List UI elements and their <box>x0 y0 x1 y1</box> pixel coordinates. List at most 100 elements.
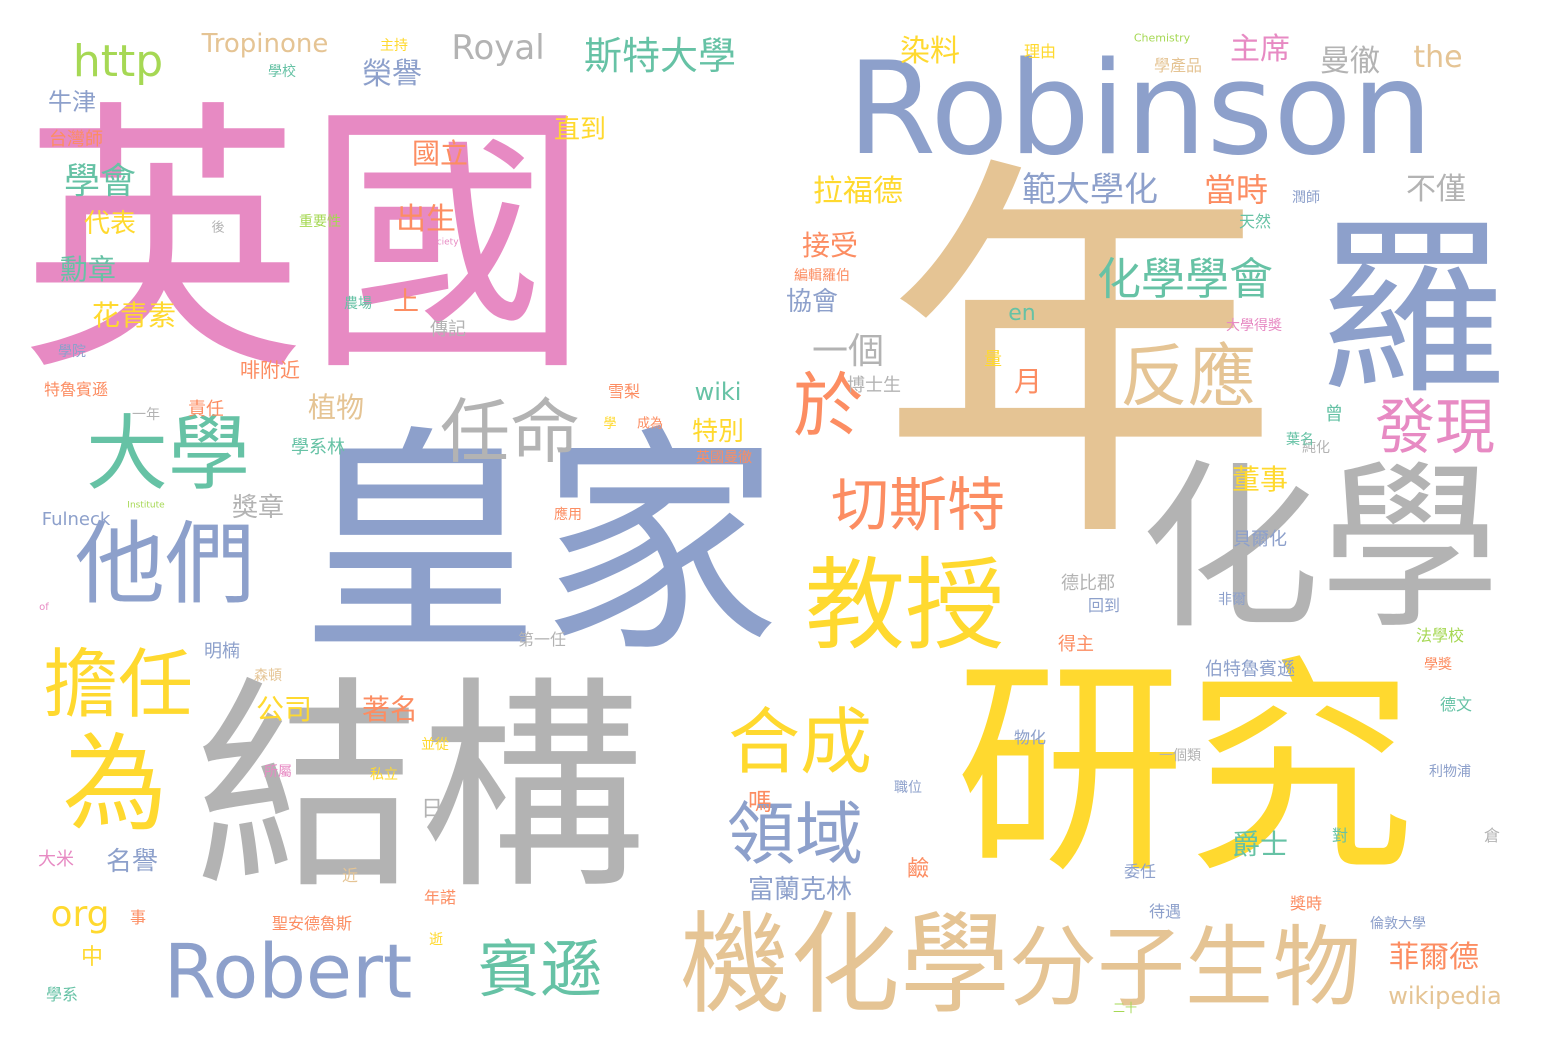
word: Society <box>425 237 459 248</box>
word: 並從 <box>421 737 449 753</box>
word: 特魯賓遜 <box>43 380 109 399</box>
word: 爵士 <box>1231 828 1289 861</box>
word: 獎章 <box>231 493 285 523</box>
word: 拉福德 <box>813 174 903 209</box>
word: 一個 <box>811 331 885 372</box>
word: 所屬 <box>264 764 292 780</box>
word: 協會 <box>785 287 839 317</box>
word: 代表 <box>83 209 137 239</box>
word: 為 <box>62 723 168 846</box>
word: 菲爾德 <box>1389 940 1479 975</box>
word: 結構 <box>195 658 645 921</box>
word: Tropinone <box>201 29 329 59</box>
word: 出生 <box>396 202 456 237</box>
word: org <box>50 894 110 935</box>
word: 量 <box>984 349 1002 370</box>
word: 獎時 <box>1289 894 1323 913</box>
word: 年諾 <box>423 888 457 907</box>
word: 聖安德魯斯 <box>271 914 353 933</box>
word: en <box>1008 301 1036 326</box>
word: 中 <box>80 945 104 970</box>
word: 上 <box>392 287 420 317</box>
word: 一年 <box>132 407 160 423</box>
word: 富蘭克林 <box>747 875 853 905</box>
word: 純化 <box>1302 440 1330 456</box>
word: 回到 <box>1087 596 1121 615</box>
word: 主持 <box>380 38 408 54</box>
word: 植物 <box>307 391 365 424</box>
word: 森頓 <box>254 668 282 684</box>
word: Chemistry <box>1133 31 1191 45</box>
word: Royal <box>451 28 545 68</box>
word: 利物浦 <box>1429 764 1471 780</box>
word: 學會 <box>63 161 137 202</box>
word: 曾 <box>1325 404 1343 425</box>
word: 成為 <box>636 416 664 432</box>
word: 皇家 <box>299 405 781 685</box>
word: 接受 <box>801 229 859 262</box>
word: wikipedia <box>1388 982 1502 1010</box>
word: 重要性 <box>299 214 341 230</box>
word: 物化 <box>1013 728 1047 747</box>
word: 理由 <box>1023 42 1057 61</box>
word: 學獎 <box>1424 657 1452 673</box>
word: 葉名 <box>1286 432 1314 448</box>
word: 發現 <box>1375 393 1495 463</box>
word: 法學校 <box>1415 626 1465 645</box>
word: 大學 <box>85 407 251 502</box>
word: of <box>39 602 49 613</box>
word: 特別 <box>691 417 745 447</box>
word: 當時 <box>1203 171 1269 209</box>
word: 學系林 <box>291 437 345 458</box>
word: 農場 <box>344 296 372 312</box>
word: 雪梨 <box>607 382 641 401</box>
word: 潤師 <box>1292 190 1320 206</box>
word: 榮譽 <box>362 57 422 92</box>
word: 合成 <box>727 700 873 784</box>
word: 月 <box>1013 365 1043 398</box>
word: 一個類 <box>1159 748 1201 764</box>
word: 年 <box>880 127 1280 592</box>
word: 不僅 <box>1406 172 1466 207</box>
word: Fulneck <box>41 509 111 530</box>
word: 嗎 <box>748 788 772 816</box>
word: 學 <box>603 416 617 432</box>
word: 學校 <box>268 64 296 80</box>
word: 主席 <box>1230 32 1290 67</box>
word: 切斯特 <box>830 471 1006 539</box>
word: 研究 <box>954 638 1416 905</box>
word: 學系 <box>45 985 79 1004</box>
word: 倉 <box>1483 826 1501 845</box>
word: 職位 <box>894 780 922 796</box>
word: 近 <box>341 866 359 885</box>
word: Institute <box>127 500 165 511</box>
word: 鹼 <box>906 857 930 882</box>
word: 董事 <box>1231 463 1289 496</box>
word: 著名 <box>361 693 419 726</box>
word: 於 <box>793 365 863 447</box>
word: 他們 <box>75 512 255 617</box>
word: 教授 <box>805 547 1005 664</box>
word: 花青素 <box>91 299 177 332</box>
word: 學院 <box>58 344 86 360</box>
word: 德文 <box>1439 695 1473 714</box>
word: 曼徹 <box>1320 44 1380 79</box>
word: 傳記 <box>430 319 466 340</box>
word: 得主 <box>1058 634 1094 655</box>
word: 染料 <box>900 34 960 69</box>
word: 非爾 <box>1218 592 1246 608</box>
word: 化學學會 <box>1097 254 1273 305</box>
word: wiki <box>694 378 742 406</box>
word: 反應 <box>1119 338 1257 417</box>
word: 羅 <box>1316 199 1508 420</box>
word: 大學得獎 <box>1226 318 1282 334</box>
word: 對 <box>1331 826 1349 845</box>
word: 擔任 <box>42 640 194 729</box>
word: 公司 <box>255 693 313 726</box>
word: 委任 <box>1123 862 1157 881</box>
word: 英國曼徹 <box>696 450 752 466</box>
word: 機化學 <box>680 901 1010 1029</box>
word: 斯特大學 <box>583 34 737 78</box>
word: Robert <box>163 927 413 1016</box>
word: 德比郡 <box>1061 573 1115 594</box>
